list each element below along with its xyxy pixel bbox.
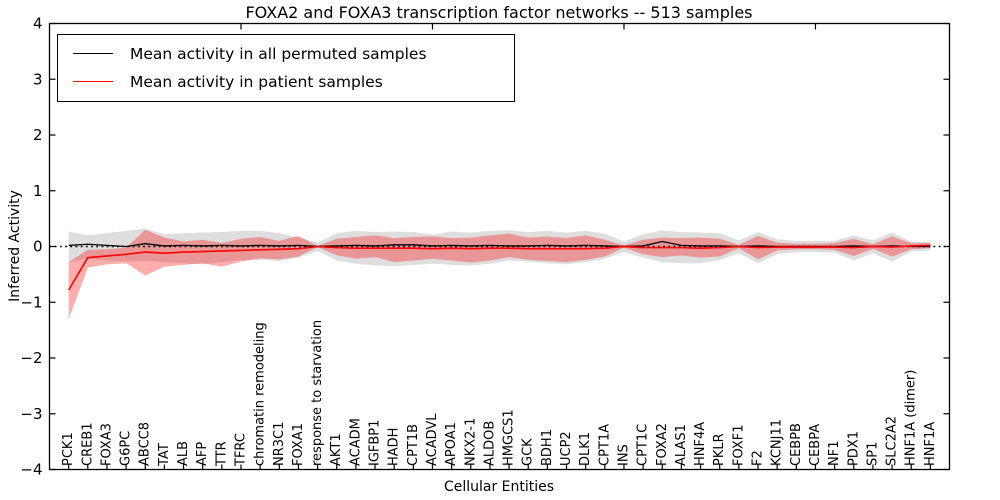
x-tick-label: INS bbox=[616, 444, 631, 466]
x-tick-label: CPT1C bbox=[636, 424, 651, 466]
x-tick-label: FOXA1 bbox=[291, 423, 306, 466]
x-tick-label: SLC2A2 bbox=[885, 416, 900, 466]
x-tick-label: IGFBP1 bbox=[368, 420, 383, 466]
patient-mean-line bbox=[67, 244, 931, 291]
x-tick-label: chromatin remodeling bbox=[253, 322, 268, 466]
x-tick-label: TFRC bbox=[233, 433, 248, 467]
x-tick-label: HNF1A (dimer) bbox=[904, 370, 919, 466]
x-tick-label: NF1 bbox=[827, 441, 842, 466]
y-tick-label: 0 bbox=[33, 238, 43, 256]
y-axis-label: Inferred Activity bbox=[7, 190, 23, 302]
x-tick-label: PCK1 bbox=[61, 432, 76, 466]
x-tick-label: CEBPB bbox=[789, 423, 804, 466]
x-tick-label: ACADVL bbox=[425, 413, 440, 466]
legend-box: Mean activity in all permuted samples Me… bbox=[57, 34, 515, 102]
x-tick-label: HADH bbox=[387, 428, 402, 466]
chart-title: FOXA2 and FOXA3 transcription factor net… bbox=[245, 3, 753, 22]
x-tick-label: ALAS1 bbox=[674, 424, 689, 466]
x-tick-label: FOXA2 bbox=[655, 423, 670, 466]
patient-confidence-band bbox=[68, 229, 931, 319]
y-tick-label: −2 bbox=[20, 349, 42, 367]
x-tick-label: NKX2-1 bbox=[463, 418, 478, 466]
x-tick-label: TTR bbox=[214, 441, 229, 467]
x-tick-label: AFP bbox=[195, 442, 210, 466]
y-tick-label: 3 bbox=[33, 70, 43, 88]
x-tick-label: AKT1 bbox=[329, 433, 344, 466]
x-tick-label: CPT1A bbox=[597, 424, 612, 466]
y-tick-label: −3 bbox=[20, 405, 42, 423]
permuted-confidence-band bbox=[68, 228, 931, 267]
x-tick-label: FOXA3 bbox=[99, 423, 114, 466]
y-tick-label: 4 bbox=[33, 15, 43, 33]
permuted-line-sample bbox=[73, 53, 113, 54]
y-tick-label: 1 bbox=[33, 182, 43, 200]
x-tick-label: CPT1B bbox=[406, 424, 421, 466]
x-tick-label: CEBPA bbox=[808, 424, 823, 466]
x-tick-label: CREB1 bbox=[80, 422, 95, 466]
x-tick-label: TAT bbox=[157, 443, 172, 467]
x-tick-label: HNF1A bbox=[923, 422, 938, 466]
x-tick-label: KCNJ11 bbox=[770, 419, 785, 466]
x-tick-label: response to starvation bbox=[310, 320, 325, 466]
y-tick-label: −4 bbox=[20, 461, 42, 479]
x-axis-label: Cellular Entities bbox=[443, 479, 555, 495]
x-tick-label: NR3C1 bbox=[272, 422, 287, 466]
legend-label-permuted: Mean activity in all permuted samples bbox=[130, 44, 427, 63]
x-tick-label: SP1 bbox=[865, 442, 880, 466]
patient-line-sample bbox=[73, 81, 113, 82]
y-tick-label: −1 bbox=[20, 293, 42, 311]
x-tick-label: HMGCS1 bbox=[502, 409, 517, 466]
x-tick-label: HNF4A bbox=[693, 422, 708, 466]
y-tick-label: 2 bbox=[33, 126, 43, 144]
x-tick-label: F2 bbox=[751, 450, 766, 466]
x-tick-label: DLK1 bbox=[578, 432, 593, 466]
x-tick-label: GCK bbox=[521, 438, 536, 466]
x-tick-label: FOXF1 bbox=[731, 424, 746, 466]
legend-label-patient: Mean activity in patient samples bbox=[130, 72, 383, 91]
x-tick-label: UCP2 bbox=[559, 431, 574, 466]
x-tick-label: ABCC8 bbox=[138, 422, 153, 466]
legend-entry-permuted: Mean activity in all permuted samples bbox=[73, 43, 504, 64]
legend-entry-patient: Mean activity in patient samples bbox=[73, 71, 504, 92]
x-tick-label: ACADM bbox=[348, 418, 363, 466]
x-tick-label: PKLR bbox=[712, 433, 727, 466]
x-tick-label: G6PC bbox=[119, 431, 134, 466]
x-tick-label: PDX1 bbox=[846, 431, 861, 466]
x-tick-label: BDH1 bbox=[540, 429, 555, 466]
x-tick-label: ALB bbox=[176, 441, 191, 466]
x-tick-label: APOA1 bbox=[444, 422, 459, 466]
x-tick-label: ALDOB bbox=[482, 421, 497, 466]
